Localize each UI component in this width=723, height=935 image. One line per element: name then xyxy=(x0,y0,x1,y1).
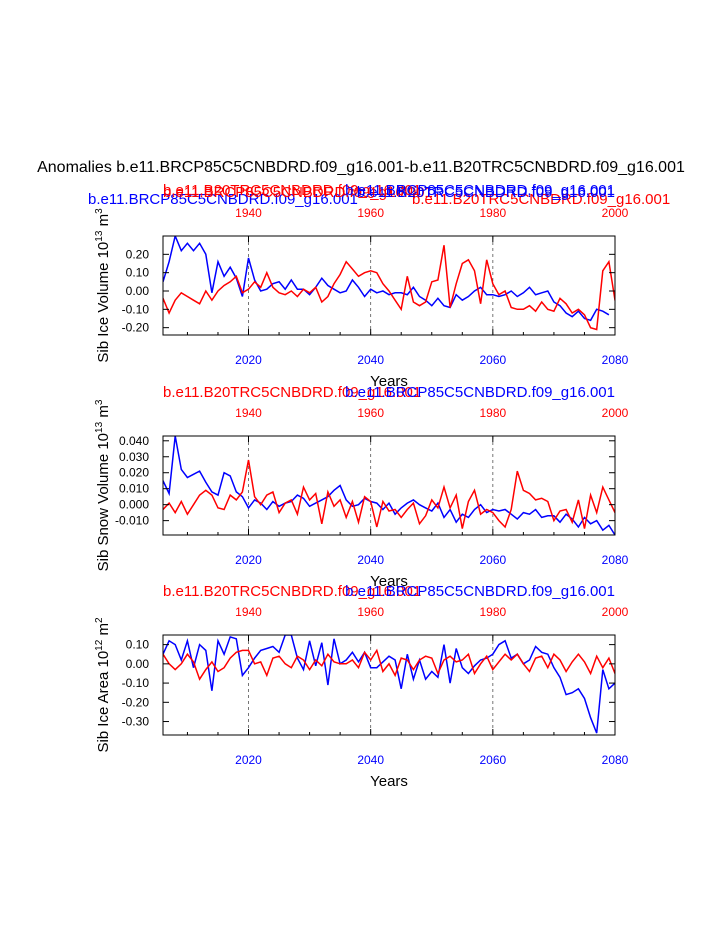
y-tick-label: -0.10 xyxy=(122,302,150,316)
y-tick-label: 0.020 xyxy=(119,466,149,480)
legend-over-right-label: b.e11.BRCP85C5CNBDRD.f09_g16.001 xyxy=(345,182,615,199)
y-tick-label: 0.030 xyxy=(119,450,149,464)
bottom-tick-label: 2040 xyxy=(357,753,384,767)
y-tick-label: -0.20 xyxy=(122,321,150,335)
y-axis-title-exp: 12 xyxy=(94,639,105,651)
y-tick-label: 0.10 xyxy=(126,638,150,652)
legend-left-label: b.e11.B20TRC5CNBDRD.f09_g16.001 xyxy=(163,583,421,600)
panel-snow-volume: b.e11.B20TRC5CNBDRD.f09_g16.001b.e11.BRC… xyxy=(94,384,629,590)
bottom-tick-label: 2040 xyxy=(357,353,384,367)
series-line-blue xyxy=(163,436,615,535)
y-axis-title: Sib Ice Area 1012 m2 xyxy=(94,617,112,753)
top-tick-label: 1960 xyxy=(357,206,384,220)
bottom-tick-label: 2020 xyxy=(235,553,262,567)
legend-left-label: b.e11.BRCP85C5CNBDRD.f09_g16.001 xyxy=(163,184,433,201)
top-tick-label: 2000 xyxy=(602,206,629,220)
y-tick-label: 0.20 xyxy=(126,247,150,261)
legend-right-label: b.e11.BRCP85C5CNBDRD.f09_g16.001 xyxy=(345,384,615,401)
x-axis-title: Years xyxy=(370,373,408,390)
y-axis-title-exp: 13 xyxy=(94,421,105,433)
plot-frame xyxy=(162,634,616,736)
legend-over-left-label: b.e11.B20TRC5CNBDRD.f09_g16.001 xyxy=(163,182,421,199)
y-axis-title-unit: m xyxy=(95,405,112,422)
series-line-red xyxy=(163,245,615,331)
top-tick-label: 1960 xyxy=(357,605,384,619)
page-title: Anomalies b.e11.BRCP85C5CNBDRD.f09_g16.0… xyxy=(37,159,685,176)
bottom-tick-label: 2060 xyxy=(479,553,506,567)
y-tick-label: -0.10 xyxy=(122,676,150,690)
bottom-tick-label: 2060 xyxy=(479,753,506,767)
y-axis-title-main: Sib Ice Volume 10 xyxy=(95,242,112,363)
x-axis-title: Years xyxy=(370,573,408,590)
y-axis-title-exp: 3 xyxy=(94,208,105,214)
chart-panels: b.e11.BRCP85C5CNBDRD.f09_g16.001b.e11.B2… xyxy=(94,182,629,790)
top-tick-label: 1980 xyxy=(479,406,506,420)
y-tick-label: -0.30 xyxy=(122,715,150,729)
series-line-blue xyxy=(163,236,610,322)
y-axis-title: Sib Ice Volume 1013 m3 xyxy=(94,208,112,363)
legend-right-label: b.e11.B20TRC5CNBDRD.f09_g16.001 xyxy=(357,184,615,201)
top-tick-label: 2000 xyxy=(602,406,629,420)
series-line-blue xyxy=(163,635,615,734)
bottom-tick-label: 2060 xyxy=(479,353,506,367)
panel-ice-area: b.e11.B20TRC5CNBDRD.f09_g16.001b.e11.BRC… xyxy=(94,583,629,790)
top-tick-label: 1980 xyxy=(479,206,506,220)
plot-frame xyxy=(162,435,616,536)
y-axis-title: Sib Snow Volume 1013 m3 xyxy=(94,399,112,571)
plot-frame xyxy=(162,235,616,336)
bottom-tick-label: 2040 xyxy=(357,553,384,567)
bottom-tick-label: 2020 xyxy=(235,353,262,367)
y-tick-label: 0.10 xyxy=(126,266,150,280)
top-tick-label: 1940 xyxy=(235,206,262,220)
bottom-tick-label: 2080 xyxy=(602,553,629,567)
top-tick-label: 1940 xyxy=(235,605,262,619)
y-axis-title-unit: m xyxy=(95,214,112,231)
bottom-tick-label: 2020 xyxy=(235,753,262,767)
x-axis-title: Years xyxy=(370,773,408,790)
y-axis-title-exp: 3 xyxy=(94,399,105,405)
y-tick-label: 0.00 xyxy=(126,657,150,671)
series-line-red xyxy=(163,459,615,529)
header-red-label: b.e11.B20TRC5CNBDRD.f09_g16.001 xyxy=(412,191,670,208)
bottom-tick-label: 2080 xyxy=(602,353,629,367)
y-axis-title-exp: 13 xyxy=(94,230,105,242)
bottom-tick-label: 2080 xyxy=(602,753,629,767)
header-blue-label: b.e11.BRCP85C5CNBDRD.f09_g16.001 xyxy=(88,191,358,208)
y-axis-title-main: Sib Ice Area 10 xyxy=(95,651,112,753)
series-line-red xyxy=(163,648,615,681)
top-tick-label: 1940 xyxy=(235,406,262,420)
legend-left-label: b.e11.B20TRC5CNBDRD.f09_g16.001 xyxy=(163,384,421,401)
panel-ice-volume: b.e11.BRCP85C5CNBDRD.f09_g16.001b.e11.B2… xyxy=(94,182,629,390)
top-tick-label: 2000 xyxy=(602,605,629,619)
legend-right-label: b.e11.BRCP85C5CNBDRD.f09_g16.001 xyxy=(345,583,615,600)
y-tick-label: 0.00 xyxy=(126,284,150,298)
y-axis-title-unit: m xyxy=(95,623,112,640)
y-tick-label: 0.010 xyxy=(119,482,149,496)
y-tick-label: -0.20 xyxy=(122,695,150,709)
y-tick-label: 0.000 xyxy=(119,498,149,512)
y-axis-title-main: Sib Snow Volume 10 xyxy=(95,433,112,571)
y-tick-label: 0.040 xyxy=(119,434,149,448)
top-tick-label: 1980 xyxy=(479,605,506,619)
y-axis-title-exp: 2 xyxy=(94,617,105,623)
y-tick-label: -0.010 xyxy=(115,514,149,528)
top-tick-label: 1960 xyxy=(357,406,384,420)
